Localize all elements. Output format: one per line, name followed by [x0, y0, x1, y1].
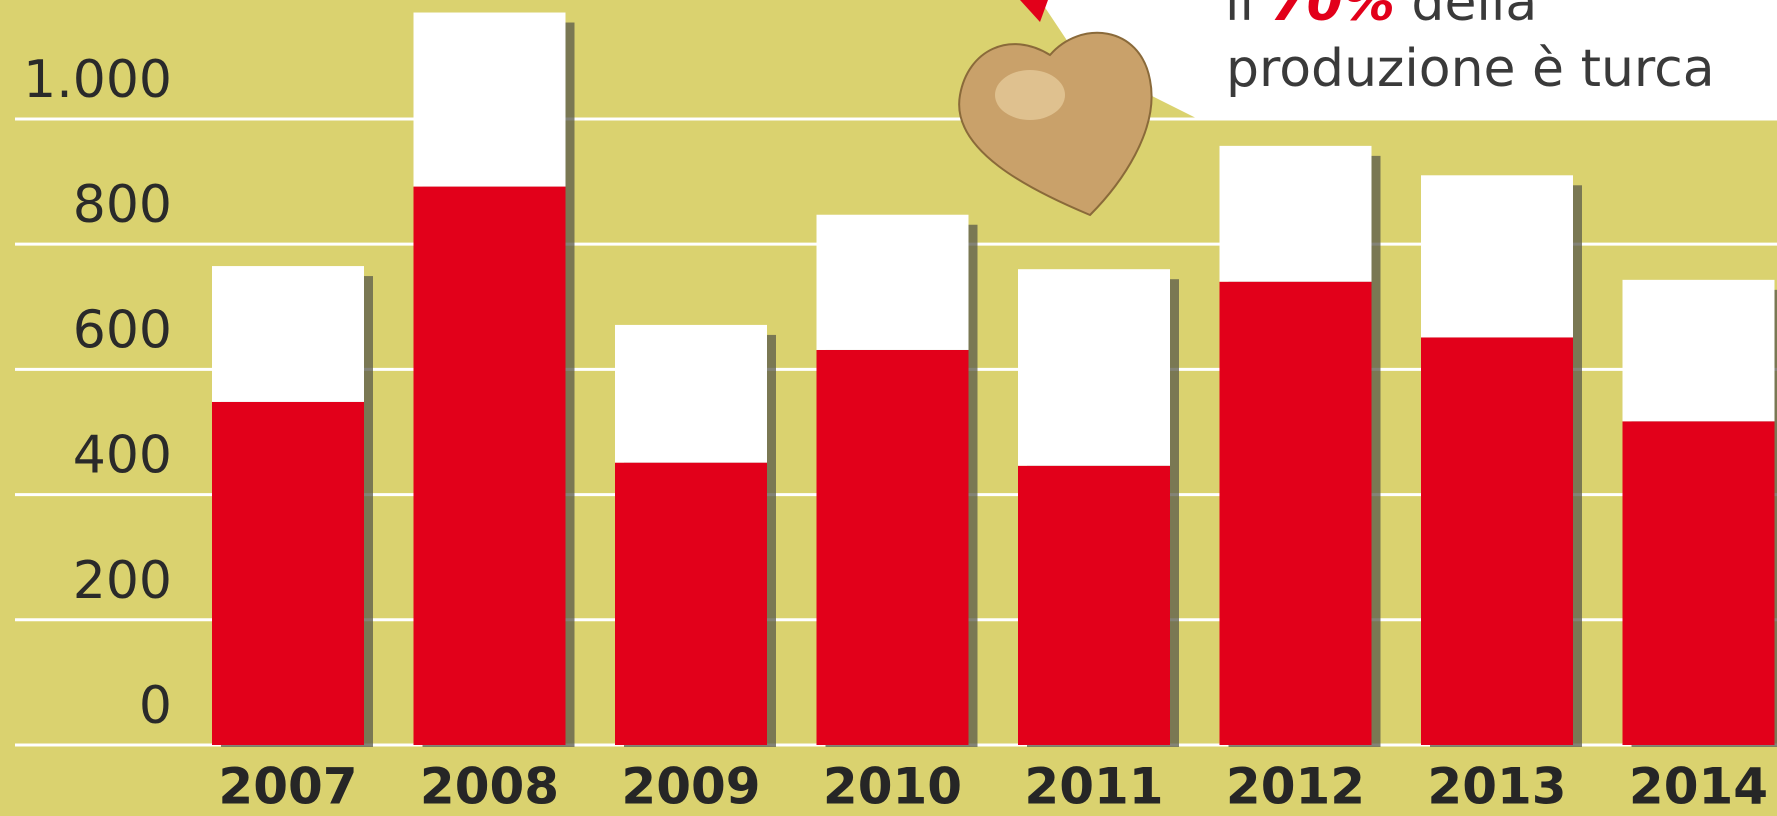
- bar-segment: [1219, 281, 1372, 745]
- annotation-highlight: 70%: [1270, 0, 1394, 33]
- y-tick-label: 1.000: [23, 50, 172, 110]
- bars: 2007 2008 2009 2010 2011 2012 2013 2014: [212, 12, 1777, 816]
- x-tick-label: 2009: [621, 758, 760, 816]
- bar-segment: [413, 12, 566, 187]
- x-tick-label: 2011: [1024, 758, 1163, 816]
- bar-segment: [1622, 421, 1775, 745]
- hazelnut: [958, 31, 1153, 217]
- bar-segment: [1018, 269, 1170, 466]
- x-tick-label: 2010: [823, 758, 962, 816]
- callout-box: [1020, 0, 1777, 120]
- x-tick-label: 2007: [218, 758, 357, 816]
- bar-segment: [212, 401, 364, 745]
- hazelnut-shape: [958, 31, 1153, 217]
- bar-segment: [1018, 465, 1170, 745]
- annotation-line2: produzione è turca: [1226, 39, 1715, 99]
- bar-segment: [816, 349, 969, 745]
- y-tick-label: 200: [73, 551, 172, 611]
- annotation-line1: il 70% della: [1225, 0, 1537, 33]
- x-tick-label: 2013: [1427, 758, 1566, 816]
- x-tick-label: 2012: [1226, 758, 1365, 816]
- bar-segment: [1219, 145, 1372, 282]
- annotation-text: della: [1395, 0, 1537, 33]
- y-tick-label: 0: [139, 676, 172, 736]
- bar-segment: [615, 462, 767, 745]
- bar-segment: [1421, 175, 1573, 338]
- bar-segment: [615, 324, 767, 463]
- callout-accent: [1020, 0, 1048, 22]
- bar-segment: [1622, 279, 1775, 422]
- y-tick-label: 600: [73, 300, 172, 360]
- x-tick-label: 2014: [1629, 758, 1768, 816]
- bar-segment: [212, 266, 364, 402]
- bar-segment: [413, 186, 566, 746]
- callout: il 70% della produzione è turca: [1020, 0, 1777, 120]
- bar-segment: [1421, 337, 1573, 745]
- y-tick-label: 800: [73, 175, 172, 235]
- hazelnut-highlight: [995, 70, 1065, 120]
- x-tick-label: 2008: [420, 758, 559, 816]
- bar-segment: [816, 214, 969, 350]
- y-tick-label: 400: [73, 426, 172, 486]
- annotation-text: il: [1225, 0, 1270, 33]
